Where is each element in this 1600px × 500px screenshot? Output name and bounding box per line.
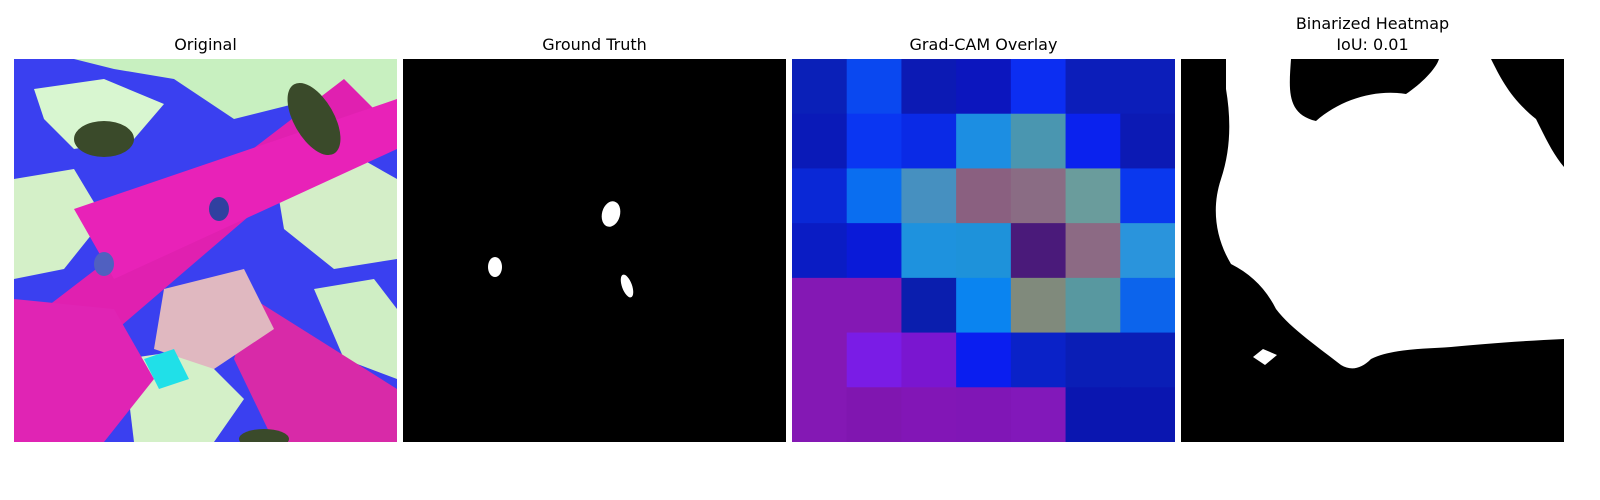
gradcam-cell	[956, 387, 1012, 442]
gradcam-cell	[1010, 168, 1067, 224]
panel-title-binarized: Binarized Heatmap	[1295, 14, 1450, 33]
panel-gradcam: Grad-CAM Overlay	[792, 0, 1175, 500]
gradcam-cell	[1120, 168, 1175, 224]
panel-title-gradcam: Grad-CAM Overlay	[909, 35, 1058, 54]
gradcam-cell	[956, 223, 1012, 279]
gradcam-cell	[792, 387, 848, 442]
panel-title-original: Original	[174, 35, 237, 54]
gradcam-cell	[1010, 277, 1067, 334]
gradcam-cell	[792, 332, 848, 388]
ground-truth-mask	[403, 59, 786, 442]
gradcam-cell	[956, 168, 1012, 224]
panel-original: Original	[14, 0, 397, 500]
gradcam-cell	[846, 387, 903, 442]
gradcam-cell	[846, 277, 903, 334]
gradcam-heatmap	[792, 59, 1175, 442]
gradcam-cell	[846, 168, 903, 224]
gradcam-cell	[1065, 277, 1121, 334]
gradcam-cell	[846, 332, 903, 388]
gradcam-cell	[901, 168, 957, 224]
gradcam-cell	[956, 277, 1012, 334]
gradcam-cell	[1120, 223, 1175, 279]
gradcam-cell	[901, 59, 957, 115]
gradcam-cell	[792, 277, 848, 334]
gradcam-cell	[846, 59, 903, 115]
gradcam-cell	[956, 113, 1012, 170]
gradcam-cell	[1065, 168, 1121, 224]
gradcam-cell	[1010, 113, 1067, 170]
panel-title-ground-truth: Ground Truth	[542, 35, 647, 54]
gradcam-cell	[1120, 332, 1175, 388]
panel-ground-truth: Ground Truth	[403, 0, 786, 500]
gradcam-cell	[901, 113, 957, 170]
gradcam-cell	[1120, 277, 1175, 334]
original-image	[14, 59, 397, 442]
gradcam-cell	[956, 59, 1012, 115]
gradcam-cell	[1120, 59, 1175, 115]
gradcam-cell	[901, 277, 957, 334]
gradcam-cell	[901, 387, 957, 442]
gradcam-cell	[1065, 59, 1121, 115]
binarized-mask	[1181, 59, 1564, 442]
gradcam-cell	[1010, 387, 1067, 442]
gradcam-cell	[792, 168, 848, 224]
gradcam-cell	[1010, 223, 1067, 279]
gradcam-cell	[901, 332, 957, 388]
gradcam-cell	[1065, 113, 1121, 170]
gradcam-cell	[846, 113, 903, 170]
gradcam-cell	[901, 223, 957, 279]
gradcam-cell	[1065, 223, 1121, 279]
gradcam-cell	[1120, 113, 1175, 170]
gradcam-cell	[956, 332, 1012, 388]
gradcam-cell	[1010, 59, 1067, 115]
gradcam-cell	[1010, 332, 1067, 388]
gradcam-cell	[846, 223, 903, 279]
iou-label: IoU: 0.01	[1336, 35, 1409, 54]
panel-binarized: Binarized Heatmap IoU: 0.01	[1181, 0, 1564, 500]
gradcam-cell	[792, 223, 848, 279]
gradcam-cell	[792, 59, 848, 115]
gradcam-cell	[1065, 332, 1121, 388]
gradcam-cell	[792, 113, 848, 170]
gradcam-cell	[1065, 387, 1121, 442]
gradcam-cell	[1120, 387, 1175, 442]
